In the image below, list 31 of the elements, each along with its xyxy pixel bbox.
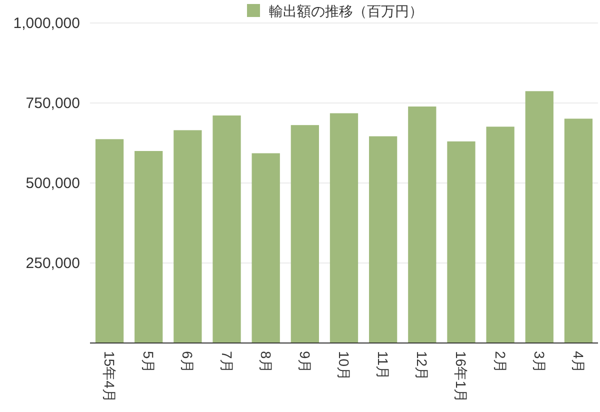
x-tick-label: 11月: [375, 351, 392, 380]
bar: [134, 151, 163, 343]
bar: [525, 91, 554, 343]
bar: [330, 113, 358, 343]
x-tick-label: 10月: [336, 351, 352, 381]
bar: [252, 153, 280, 343]
x-tick-label: 7月: [218, 351, 235, 373]
x-tick-label: 12月: [414, 351, 430, 381]
x-tick-label: 8月: [258, 351, 274, 373]
bar: [369, 136, 398, 343]
y-tick-label: 500,000: [26, 175, 80, 192]
x-tick-label: 15年4月: [102, 351, 118, 402]
x-tick-label: 4月: [570, 351, 586, 373]
y-tick-label: 250,000: [26, 255, 80, 272]
bar: [212, 115, 241, 343]
legend-label: 輸出額の推移（百万円）: [269, 3, 423, 19]
bar: [290, 125, 319, 343]
bar: [408, 106, 436, 343]
x-tick-label: 5月: [140, 351, 157, 373]
x-tick-label: 2月: [492, 351, 508, 373]
bar: [447, 141, 476, 343]
bar: [174, 130, 202, 343]
bar: [564, 118, 593, 343]
x-tick-label: 9月: [296, 351, 313, 373]
x-tick-label: 16年1月: [453, 351, 470, 402]
x-tick-label: 3月: [531, 351, 548, 373]
x-tick-label: 6月: [180, 351, 196, 373]
y-tick-label: 1,000,000: [13, 15, 80, 32]
bar: [95, 139, 124, 343]
bar: [486, 126, 514, 343]
y-tick-label: 750,000: [26, 95, 80, 112]
